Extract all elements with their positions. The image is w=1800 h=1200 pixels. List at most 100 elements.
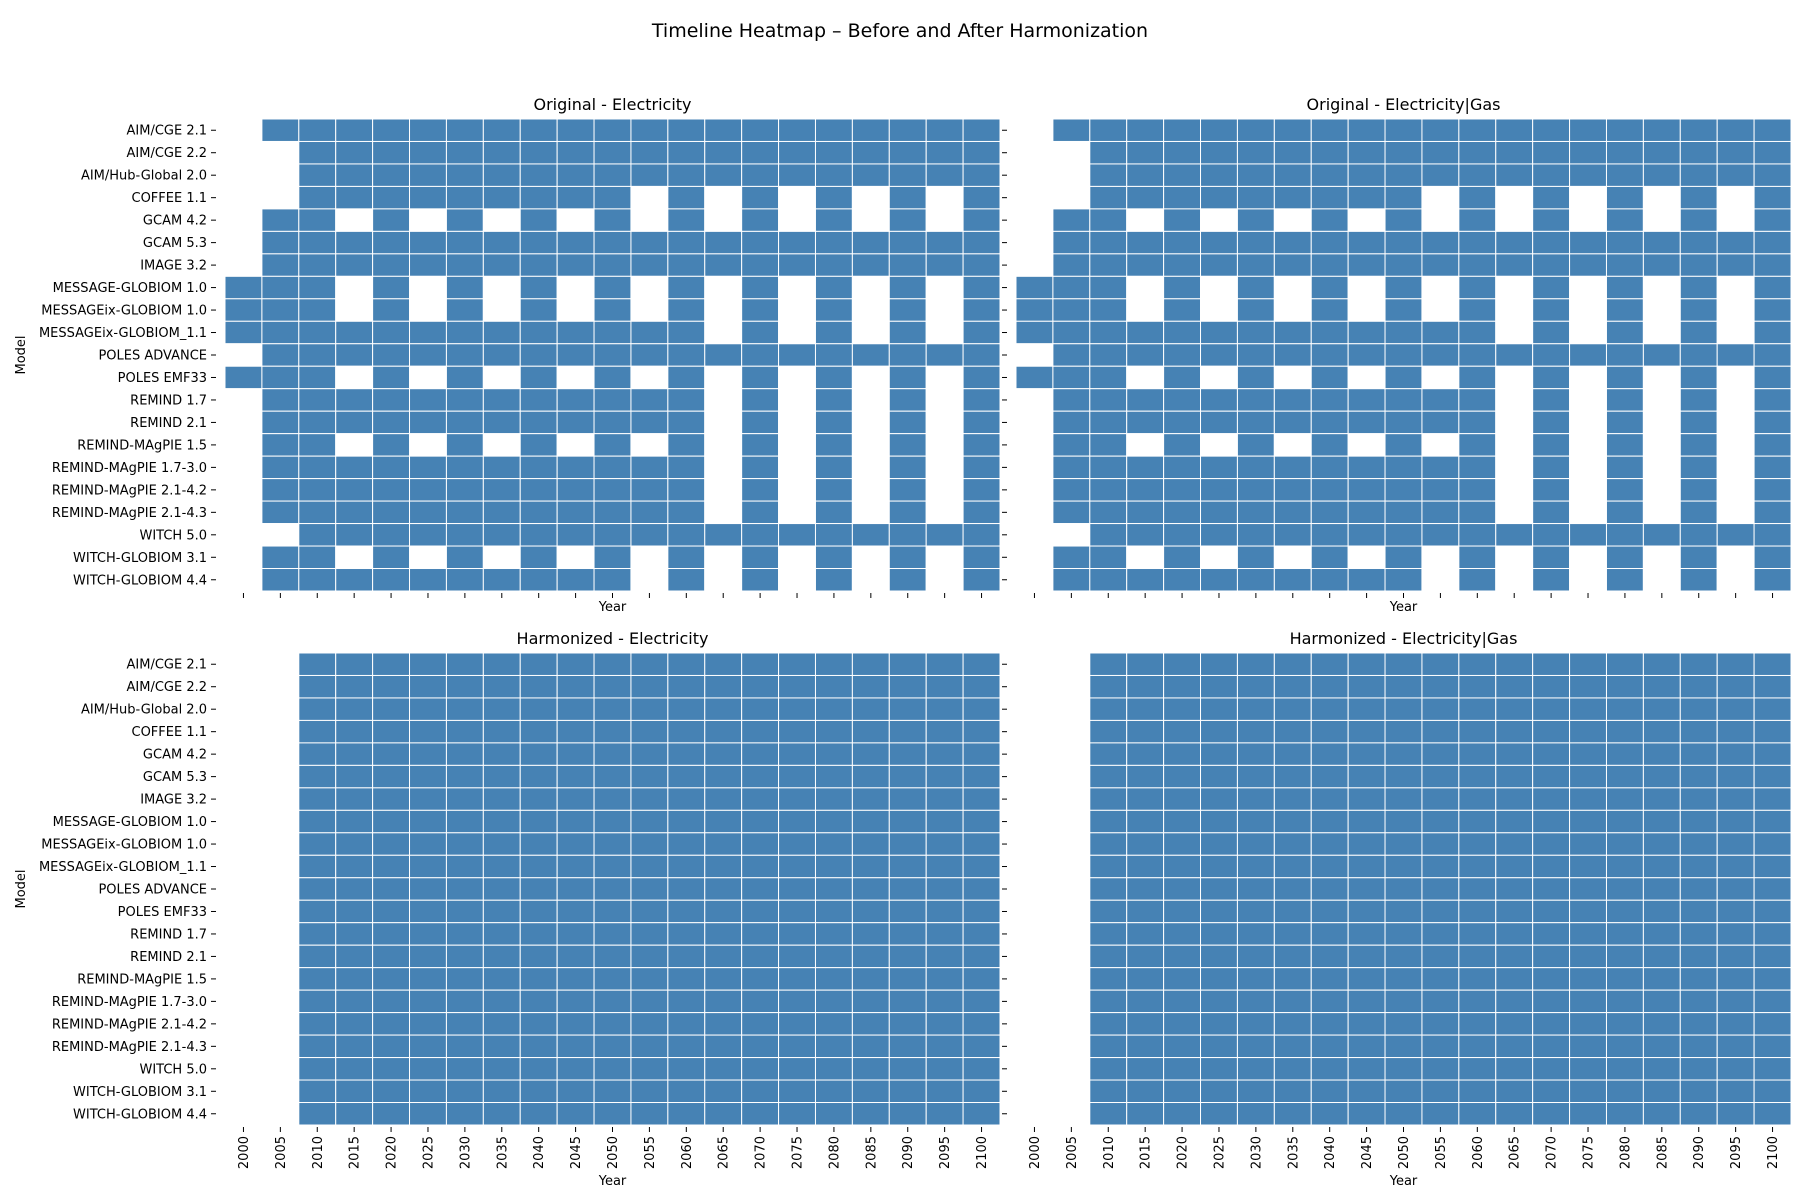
heatmap-cell <box>1163 877 1202 901</box>
heatmap-cell <box>1236 208 1275 232</box>
x-tick-label: 2010 <box>1102 1136 1117 1169</box>
heatmap-cell <box>1495 922 1534 946</box>
heatmap-cell <box>1495 697 1534 721</box>
heatmap-cell <box>1052 298 1091 322</box>
heatmap-cell <box>925 967 964 991</box>
heatmap-cell <box>1015 455 1054 480</box>
heatmap-cell <box>1347 652 1386 676</box>
heatmap-cell <box>1052 1102 1091 1126</box>
heatmap-cell <box>409 944 447 969</box>
y-tick-label: MESSAGEix-GLOBIOM 1.0 <box>41 304 207 319</box>
heatmap-cell <box>1458 1079 1497 1104</box>
heatmap-cell <box>704 545 743 570</box>
heatmap-cell <box>667 500 706 525</box>
heatmap-cell <box>1126 787 1165 811</box>
heatmap-cell <box>445 320 484 345</box>
heatmap-cell <box>814 320 853 345</box>
heatmap-cell <box>1052 275 1091 300</box>
heatmap-cell <box>1273 922 1312 946</box>
heatmap-cell <box>1569 854 1607 879</box>
heatmap-cell <box>1163 118 1202 142</box>
heatmap-cell <box>1126 163 1165 187</box>
heatmap-cell <box>1163 253 1202 277</box>
x-tick-label: 2040 <box>532 1136 547 1169</box>
heatmap-cell <box>851 185 890 210</box>
heatmap-cell <box>519 523 558 547</box>
heatmap-cell <box>1569 719 1607 744</box>
heatmap-cell <box>1163 1079 1202 1104</box>
heatmap-cell <box>962 388 1001 412</box>
heatmap-cell <box>1163 185 1202 210</box>
heatmap-cell <box>1642 388 1681 412</box>
heatmap-cell <box>1384 674 1423 699</box>
y-tick-label: AIM/Hub-Global 2.0 <box>81 703 207 718</box>
heatmap-cell <box>593 185 632 210</box>
heatmap-cell <box>593 719 632 744</box>
heatmap-cell <box>593 163 632 187</box>
heatmap-cell <box>372 478 411 502</box>
heatmap-cell <box>445 1012 484 1036</box>
heatmap-cell <box>224 967 263 991</box>
heatmap-cell <box>445 433 484 457</box>
heatmap-cell <box>556 854 595 879</box>
heatmap-cell <box>1679 320 1718 345</box>
heatmap-cell <box>962 989 1001 1014</box>
heatmap-cell <box>1310 478 1349 502</box>
heatmap-cell <box>1347 433 1386 457</box>
heatmap-cell <box>778 275 816 300</box>
heatmap-cell <box>1273 1079 1312 1104</box>
heatmap-cell <box>667 697 706 721</box>
heatmap-cell <box>409 1102 447 1126</box>
heatmap-cell <box>261 455 300 480</box>
heatmap-cell <box>1015 809 1054 834</box>
heatmap-cell <box>851 652 890 676</box>
heatmap-cell <box>1236 455 1275 480</box>
heatmap-cell <box>1716 764 1755 789</box>
heatmap-cell <box>667 230 706 255</box>
heatmap-cell <box>593 877 632 901</box>
heatmap-cell <box>814 832 853 856</box>
heatmap-cell <box>1421 410 1460 435</box>
heatmap-cell <box>1310 787 1349 811</box>
heatmap-cell <box>445 140 484 165</box>
heatmap-cell <box>224 877 263 901</box>
heatmap-cell <box>1015 764 1054 789</box>
heatmap-cell <box>1384 208 1423 232</box>
heatmap-cell <box>962 674 1001 699</box>
heatmap-cell <box>1310 433 1349 457</box>
heatmap-cell <box>814 455 853 480</box>
heatmap-cell <box>888 719 927 744</box>
heatmap-cell <box>482 140 521 165</box>
heatmap-cell <box>1716 478 1755 502</box>
heatmap-cell <box>1679 899 1718 924</box>
heatmap-cell <box>1495 208 1534 232</box>
heatmap-cell <box>1458 674 1497 699</box>
heatmap-cell <box>1384 1057 1423 1081</box>
heatmap-cell <box>1532 1034 1571 1059</box>
heatmap-cell <box>1126 208 1165 232</box>
heatmap-cell <box>1605 500 1644 525</box>
heatmap-cell <box>593 545 632 570</box>
heatmap-cell <box>962 455 1001 480</box>
heatmap-cell <box>1458 163 1497 187</box>
heatmap-cell <box>1163 568 1202 592</box>
heatmap-cell <box>1716 433 1755 457</box>
heatmap-cell <box>335 320 374 345</box>
x-tick-label: 2060 <box>680 1136 695 1169</box>
heatmap-cell <box>1163 410 1202 435</box>
heatmap-cell <box>704 719 743 744</box>
heatmap-cell <box>962 478 1001 502</box>
heatmap-cell <box>261 809 300 834</box>
heatmap-cell <box>1310 989 1349 1014</box>
heatmap-cell <box>1495 455 1534 480</box>
heatmap-cell <box>1569 674 1607 699</box>
heatmap-cell <box>925 674 964 699</box>
heatmap-cell <box>1273 140 1312 165</box>
heatmap-cell <box>851 832 890 856</box>
heatmap-cell <box>1273 809 1312 834</box>
heatmap-cell <box>741 523 780 547</box>
heatmap-cell <box>1089 989 1128 1014</box>
heatmap-cell <box>962 652 1001 676</box>
heatmap-cell <box>814 944 853 969</box>
heatmap-cell <box>1421 1102 1460 1126</box>
